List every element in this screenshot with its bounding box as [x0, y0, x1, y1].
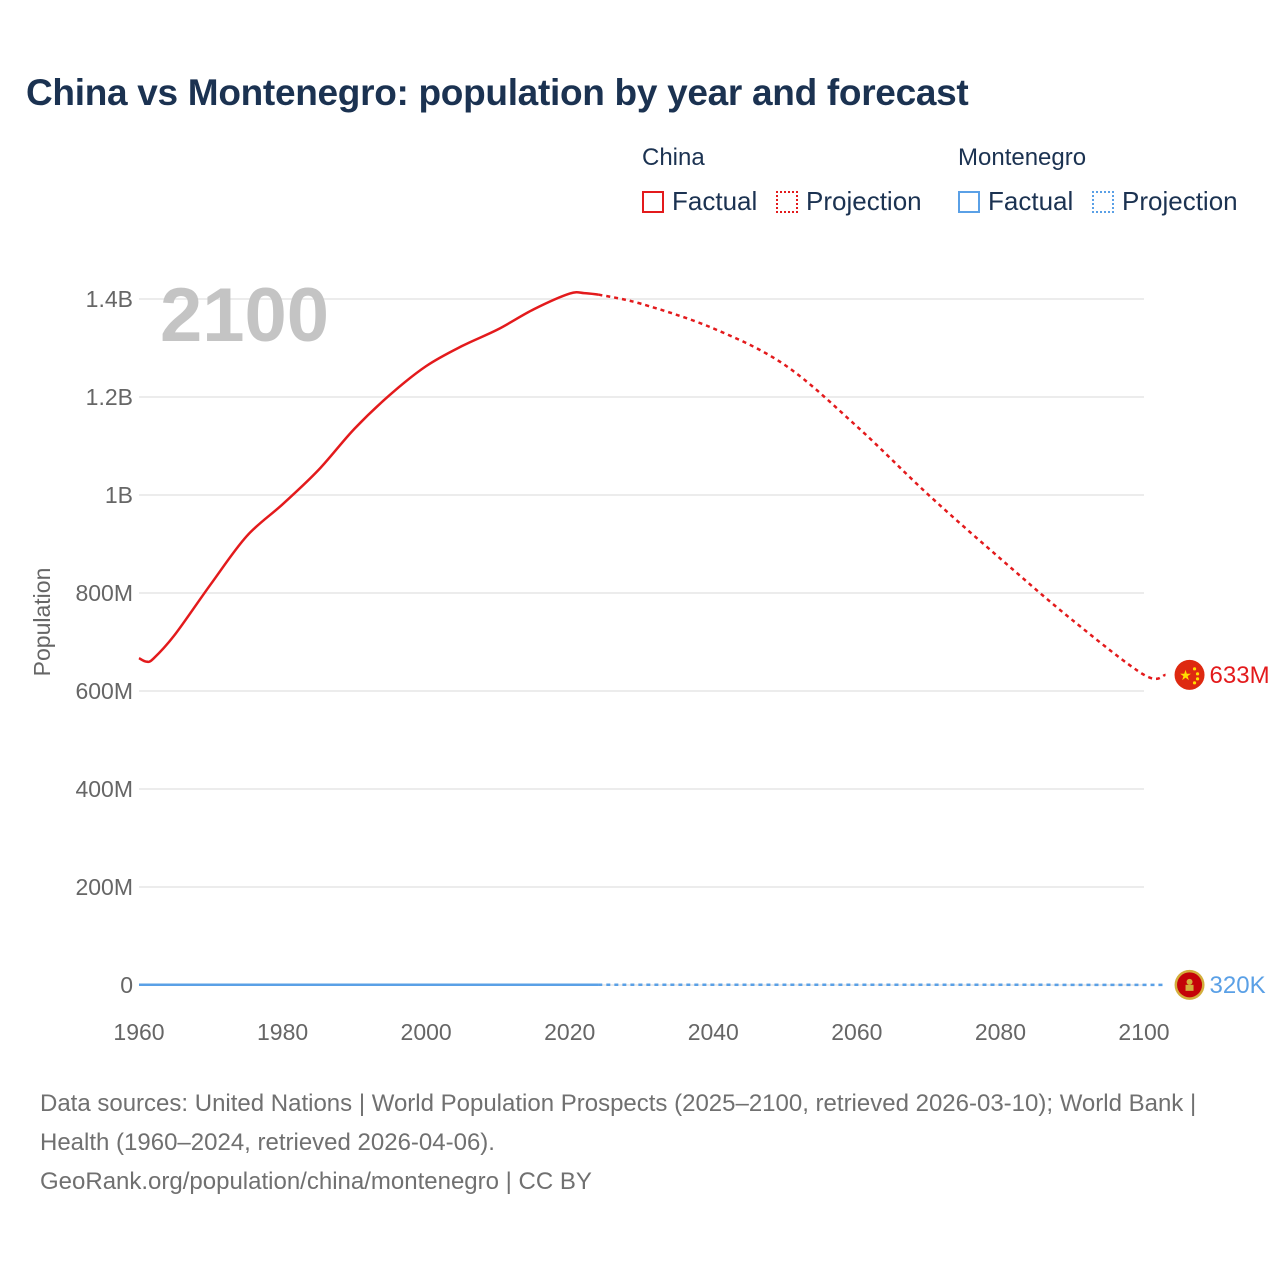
line-china-projection — [598, 293, 1166, 681]
legend-label: Projection — [1122, 186, 1238, 216]
legend-group-montenegro: Montenegro — [958, 144, 1087, 171]
x-axis-ticks: 1960 1980 2000 2020 2040 2060 2080 2100 — [113, 1019, 1169, 1045]
x-tick-label: 2040 — [688, 1019, 739, 1045]
y-tick-label: 0 — [120, 972, 133, 998]
legend-label: Factual — [672, 186, 758, 216]
flag-emblem-icon — [1186, 978, 1193, 985]
end-markers: ★ 633M 320K — [1174, 659, 1270, 1000]
montenegro-end-marker: 320K — [1174, 969, 1266, 1000]
flag-small-star-icon — [1192, 667, 1197, 671]
legend-china-factual[interactable]: Factual — [642, 186, 757, 217]
flag-small-star-icon — [1195, 677, 1200, 681]
legend-swatch-montenegro-projection — [1092, 190, 1114, 213]
legend-swatch-china-projection — [776, 190, 798, 213]
legend-montenegro-projection[interactable]: Projection — [1092, 186, 1238, 217]
legend-montenegro-factual[interactable]: Factual — [958, 186, 1073, 217]
x-tick-label: 2060 — [831, 1019, 882, 1045]
montenegro-end-value-label: 320K — [1210, 972, 1266, 999]
china-flag-icon — [1174, 659, 1205, 690]
legend-label: Factual — [988, 186, 1074, 216]
y-tick-label: 600M — [75, 678, 133, 704]
y-tick-label: 1B — [105, 482, 133, 508]
legend-china-projection[interactable]: Projection — [776, 186, 922, 217]
gridlines — [139, 298, 1144, 986]
flag-emblem-icon — [1185, 984, 1194, 991]
line-china-factual — [138, 290, 599, 664]
flag-star-icon: ★ — [1179, 667, 1192, 683]
series-lines — [138, 290, 1166, 987]
china-end-value-label: 633M — [1210, 662, 1270, 689]
current-year-label: 2100 — [160, 273, 329, 358]
footer-sources: Data sources: United Nations | World Pop… — [40, 1090, 1197, 1156]
y-axis-title: Population — [29, 568, 55, 677]
legend-label: Projection — [806, 186, 922, 216]
x-tick-label: 2100 — [1118, 1019, 1169, 1045]
y-axis-ticks: 0 200M 400M 600M 800M 1B 1.2B 1.4B — [75, 286, 133, 998]
x-tick-label: 1980 — [257, 1019, 308, 1045]
x-tick-label: 1960 — [113, 1019, 164, 1045]
legend-group-china: China — [642, 144, 705, 171]
legend-swatch-montenegro-factual — [958, 190, 980, 213]
chart-title: China vs Montenegro: population by year … — [26, 72, 969, 113]
y-tick-label: 1.4B — [86, 286, 133, 312]
flag-small-star-icon — [1195, 672, 1200, 676]
footer-url: GeoRank.org/population/china/montenegro … — [40, 1168, 592, 1195]
x-tick-label: 2080 — [975, 1019, 1026, 1045]
y-tick-label: 1.2B — [86, 384, 133, 410]
flag-small-star-icon — [1192, 681, 1197, 685]
y-tick-label: 400M — [75, 776, 133, 802]
legend-swatch-china-factual — [642, 190, 664, 213]
x-tick-label: 2000 — [401, 1019, 452, 1045]
china-end-marker: ★ 633M — [1174, 659, 1270, 690]
y-tick-label: 800M — [75, 580, 133, 606]
chart-area: 0 200M 400M 600M 800M 1B 1.2B 1.4B 1960 1980 2000… — [29, 273, 1270, 1045]
x-tick-label: 2020 — [544, 1019, 595, 1045]
y-tick-label: 200M — [75, 874, 133, 900]
